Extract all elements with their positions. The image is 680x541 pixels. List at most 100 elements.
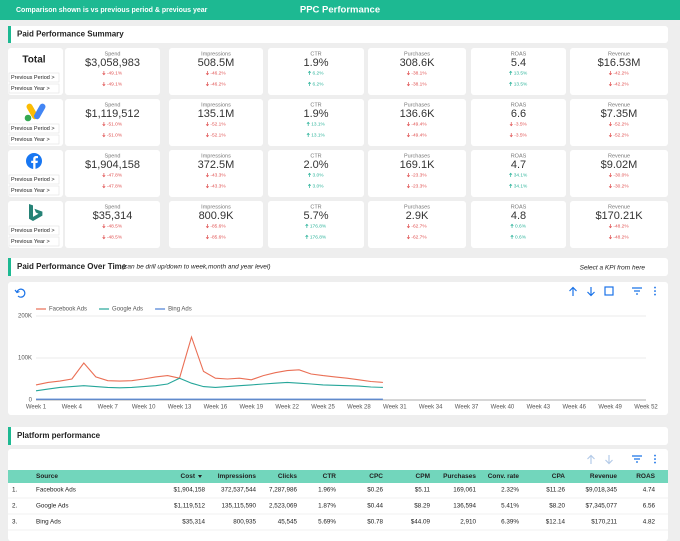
line-series: [35, 335, 383, 386]
x-tick-label: Week 10: [132, 405, 156, 411]
change-arrow: [205, 224, 209, 229]
column-header[interactable]: Purchases: [443, 473, 476, 480]
table-cell: $35,314: [182, 519, 205, 526]
change-arrow: [509, 70, 513, 75]
column-header[interactable]: Clicks: [278, 473, 298, 480]
change-arrow: [307, 81, 312, 86]
metric-change: -43.3%: [210, 172, 226, 178]
chart-card: [8, 282, 668, 415]
comparison-label-box: [8, 134, 60, 145]
metric-value: 508.5M: [198, 57, 235, 69]
table-cell: 136,594: [453, 503, 476, 510]
table-cell: 6.56: [643, 503, 656, 510]
change-arrow: [205, 122, 209, 127]
metric-change: -49.4%: [411, 132, 427, 138]
comparison-label: Previous Period >: [11, 126, 55, 132]
change-arrow: [102, 224, 106, 229]
column-header[interactable]: CPA: [552, 473, 566, 480]
comparison-label-box: [8, 123, 60, 134]
metric-change: 13.5%: [514, 70, 528, 76]
metric-change: -3.5%: [514, 132, 527, 138]
change-arrow: [406, 173, 410, 178]
column-header[interactable]: CPM: [416, 473, 430, 480]
change-arrow: [102, 235, 106, 240]
table-cell: 800,935: [233, 519, 256, 526]
metric-change: -49.1%: [107, 81, 123, 87]
filter-icon[interactable]: [632, 455, 642, 463]
table-cell: 135,115,590: [221, 503, 256, 510]
metric-value: 2.9K: [406, 210, 429, 222]
column-header[interactable]: Cost: [181, 473, 196, 480]
column-header[interactable]: ROAS: [636, 473, 655, 480]
metric-change: -30.2%: [613, 183, 629, 189]
table-cell: $9,018,345: [585, 487, 617, 494]
metric-card: [368, 150, 466, 197]
metric-name: Revenue: [608, 204, 630, 210]
change-arrow: [608, 184, 612, 189]
x-tick-label: Week 1: [26, 405, 47, 411]
metric-change: -52.2%: [613, 121, 629, 127]
sort-down-icon[interactable]: [605, 455, 613, 465]
export-icon[interactable]: [604, 286, 614, 296]
metric-card: [368, 201, 466, 248]
metric-card: [570, 48, 668, 95]
metric-change: 13.1%: [311, 132, 325, 138]
metric-card: [65, 99, 160, 146]
metric-card: [169, 201, 263, 248]
comparison-label: Previous Year >: [11, 239, 50, 245]
change-arrow: [305, 234, 309, 239]
drill-down-icon[interactable]: [587, 287, 595, 297]
metric-change: 0.6%: [515, 234, 527, 240]
table-cell: $44.09: [411, 519, 431, 526]
section-bar: [8, 427, 668, 445]
metric-value: $9.02M: [601, 159, 638, 171]
table-cell: $0.44: [367, 503, 383, 510]
row-index: 1.: [12, 487, 18, 494]
metric-change: -52.1%: [210, 132, 226, 138]
filter-icon[interactable]: [632, 287, 642, 295]
row-label-card: [8, 99, 63, 146]
section-accent: [8, 26, 11, 43]
change-arrow: [509, 133, 513, 138]
metric-name: CTR: [310, 204, 321, 210]
metric-name: ROAS: [511, 51, 527, 57]
metric-name: ROAS: [511, 153, 527, 159]
change-arrow: [608, 235, 612, 240]
drill-up-icon[interactable]: [569, 286, 577, 297]
sort-indicator: [198, 475, 202, 478]
comparison-label-box: [8, 225, 60, 236]
column-header[interactable]: CTR: [323, 473, 337, 480]
table-cell: 2,910: [460, 519, 476, 526]
table-cell: 4.74: [643, 487, 656, 494]
x-tick-label: Week 49: [598, 405, 622, 411]
sort-up-icon[interactable]: [587, 454, 595, 465]
change-arrow: [608, 82, 612, 87]
row-label-card: [8, 48, 63, 95]
metric-name: ROAS: [511, 204, 527, 210]
kpi-hint[interactable]: Select a KPI from here: [580, 265, 646, 272]
comparison-label: Previous Year >: [11, 137, 50, 143]
comparison-label-box: [8, 72, 60, 83]
legend-label: Google Ads: [112, 307, 143, 313]
metric-change: -49.4%: [411, 121, 427, 127]
metric-card: [169, 150, 263, 197]
metric-change: -42.2%: [613, 81, 629, 87]
column-header[interactable]: Impressions: [218, 473, 257, 480]
column-header[interactable]: Conv. rate: [488, 473, 520, 480]
undo-icon[interactable]: [14, 288, 26, 298]
metric-card: [570, 150, 668, 197]
change-arrow: [608, 224, 612, 229]
x-tick-label: Week 52: [634, 405, 658, 411]
legend-label: Bing Ads: [168, 307, 192, 313]
table-cell: $7,345,077: [585, 503, 617, 510]
change-arrow: [307, 172, 312, 177]
metric-change: 13.1%: [311, 121, 325, 127]
metric-change: -47.8%: [107, 183, 123, 189]
table-cell: $1,119,512: [174, 503, 206, 510]
metric-change: -52.2%: [613, 132, 629, 138]
column-header[interactable]: Revenue: [590, 473, 617, 480]
column-header[interactable]: CPC: [369, 473, 383, 480]
x-tick-label: Week 19: [240, 405, 264, 411]
google-ads-logo: [24, 114, 32, 122]
change-arrow: [406, 224, 410, 229]
